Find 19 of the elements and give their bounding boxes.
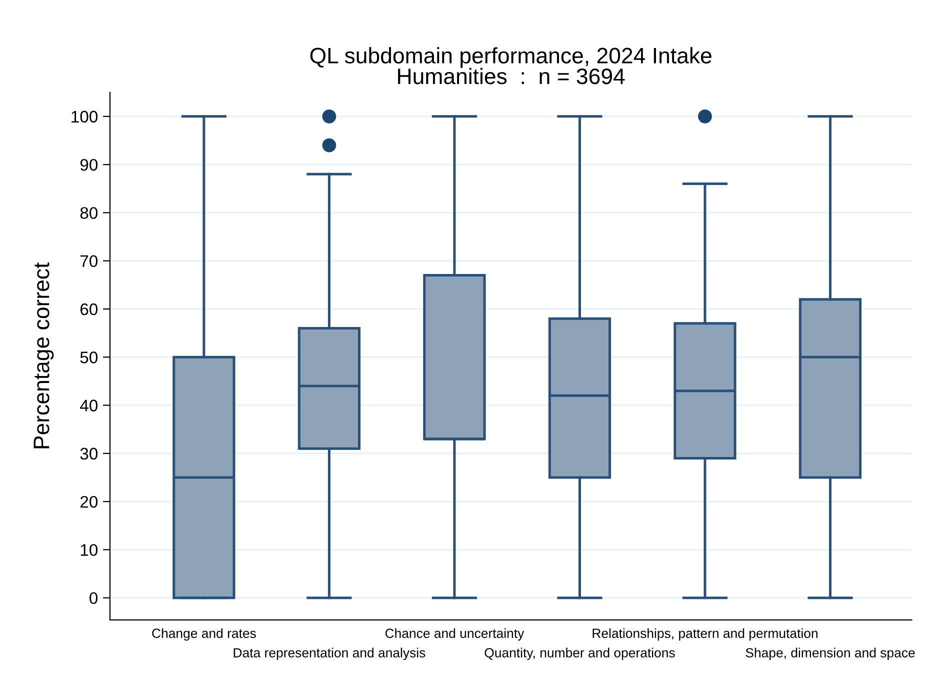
x-tick-label: Chance and uncertainty [385, 628, 524, 641]
y-tick-label: 10 [80, 544, 98, 556]
y-tick-label: 100 [72, 110, 98, 123]
y-tick-label: 80 [80, 207, 98, 219]
chart-title: QL subdomain performance, 2024 Intake Humanities : n = 3694 [310, 47, 712, 84]
y-tick-label: 70 [80, 255, 98, 268]
y-tick-label: 20 [80, 496, 98, 508]
y-tick-label: 40 [80, 400, 98, 412]
y-tick-label: 0 [90, 592, 98, 604]
x-tick-label: Relationships, pattern and permutation [592, 628, 818, 641]
y-tick-label: 30 [80, 448, 98, 460]
y-axis-title: Percentage correct [34, 262, 54, 448]
y-tick-label: 60 [80, 303, 98, 316]
y-tick-label: 90 [80, 158, 98, 171]
x-tick-label: Quantity, number and operations [484, 648, 675, 660]
x-tick-label: Data representation and analysis [234, 648, 426, 660]
y-tick-label: 50 [80, 352, 98, 364]
x-tick-label: Change and rates [152, 628, 256, 641]
x-tick-label: Shape, dimension and space [746, 648, 915, 660]
